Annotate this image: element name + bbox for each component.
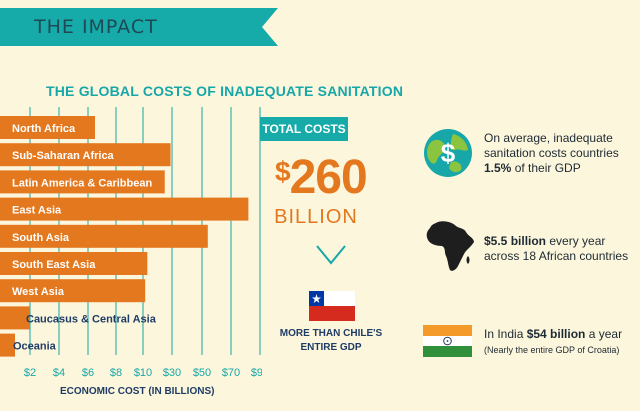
bar-label: East Asia <box>12 205 62 217</box>
page-title: THE IMPACT <box>34 16 158 38</box>
x-tick-label: $6 <box>82 367 94 379</box>
bar <box>0 143 171 167</box>
bar-label: Sub-Saharan Africa <box>12 150 115 162</box>
fact-africa: $5.5 billion every year across 18 Africa… <box>484 234 629 263</box>
bar-label: West Asia <box>12 286 65 298</box>
bar <box>0 170 165 194</box>
dollar-sign: $ <box>275 156 291 187</box>
bar-label: Caucasus & Central Asia <box>26 313 157 325</box>
fact-india: In India $54 billion a year (Nearly the e… <box>484 327 623 355</box>
bar-label: North Africa <box>12 123 76 135</box>
x-tick-label: $90 <box>251 367 262 379</box>
africa-map-icon <box>426 221 474 271</box>
bar <box>0 252 148 275</box>
chart-title: THE GLOBAL COSTS OF INADEQUATE SANITATIO… <box>46 83 404 99</box>
bar <box>0 333 15 357</box>
x-tick-label: $2 <box>24 367 36 379</box>
x-tick-label: $50 <box>193 367 211 379</box>
bar <box>0 224 208 248</box>
x-axis-label: ECONOMIC COST (IN BILLIONS) <box>60 386 214 397</box>
header-banner <box>0 8 278 46</box>
x-tick-label: $10 <box>134 367 152 379</box>
x-tick-label: $4 <box>53 367 65 379</box>
x-tick-label: $70 <box>222 367 240 379</box>
bar-chart: North Africa Sub-Saharan Africa Latin Amer… <box>0 107 262 397</box>
chile-comparison: MORE THAN CHILE'S ENTIRE GDP <box>279 328 383 353</box>
bar-label: South Asia <box>12 232 70 244</box>
bar <box>0 279 146 303</box>
svg-text:$: $ <box>441 138 456 168</box>
x-tick-label: $8 <box>110 367 122 379</box>
fact-gdp: On average, inadequate sanitation costs … <box>484 131 619 175</box>
total-costs-badge: TOTAL COSTS <box>260 117 348 141</box>
bar-label: South East Asia <box>12 259 96 271</box>
bar <box>0 306 30 330</box>
bar-label: Latin America & Caribbean <box>12 177 152 189</box>
chevron-down-icon <box>316 245 346 265</box>
total-unit: BILLION <box>274 206 358 228</box>
total-amount: $260 <box>275 150 368 205</box>
globe-dollar-icon: $ <box>424 129 472 177</box>
chile-flag-icon <box>309 291 355 321</box>
x-tick-label: $30 <box>163 367 181 379</box>
bar-label: Oceania <box>13 341 57 353</box>
fact-india-note: (Nearly the entire GDP of Croatia) <box>484 345 620 355</box>
amount-value: 260 <box>289 151 368 204</box>
bar <box>0 197 249 221</box>
bar <box>0 116 95 139</box>
india-flag-icon <box>423 325 472 357</box>
